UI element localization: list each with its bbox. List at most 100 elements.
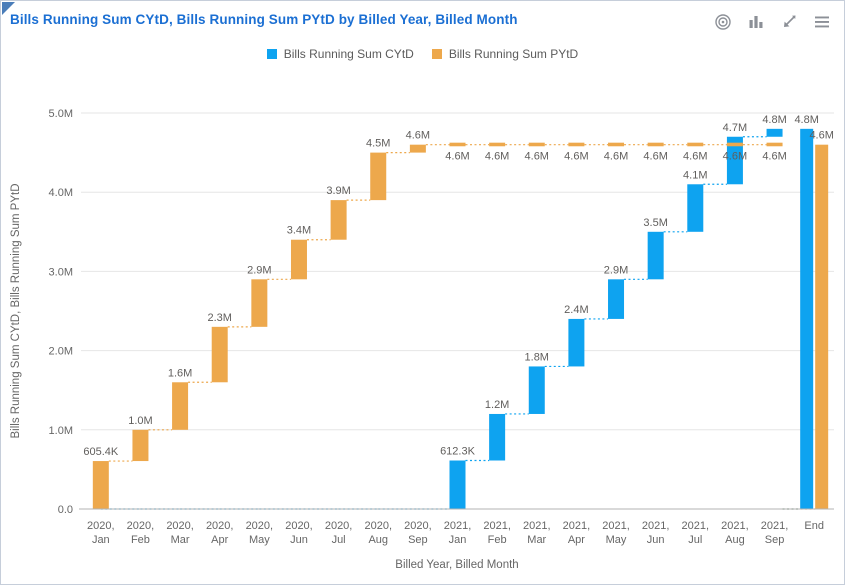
data-label: 1.8M <box>525 351 549 363</box>
x-tick-label: 2020, <box>285 520 313 532</box>
legend-item-cytd[interactable]: Bills Running Sum CYtD <box>266 47 414 61</box>
collapse-arrows-icon[interactable] <box>779 12 799 32</box>
x-tick-label: May <box>249 534 270 546</box>
waterfall-flat-mark-pytd[interactable] <box>608 142 625 147</box>
bar-chart-icon[interactable] <box>746 12 766 32</box>
waterfall-flat-mark-pytd[interactable] <box>726 142 743 147</box>
waterfall-flat-mark-pytd[interactable] <box>528 142 545 147</box>
waterfall-flat-mark-pytd[interactable] <box>647 142 664 147</box>
x-tick-label: May <box>606 534 627 546</box>
y-tick-label: 4.0M <box>49 187 73 199</box>
x-tick-label: 2020, <box>246 520 274 532</box>
legend-item-pytd[interactable]: Bills Running Sum PYtD <box>431 47 579 61</box>
waterfall-bar-pytd[interactable] <box>251 279 268 327</box>
x-axis-title: Billed Year, Billed Month <box>395 559 518 571</box>
waterfall-bar-cytd[interactable] <box>449 460 466 509</box>
x-tick-label: 2021, <box>682 520 710 532</box>
waterfall-bar-cytd[interactable] <box>647 231 664 280</box>
x-tick-label: 2021, <box>444 520 472 532</box>
waterfall-flat-mark-pytd[interactable] <box>568 142 585 147</box>
data-label: 3.4M <box>287 225 311 237</box>
data-label: 4.6M <box>643 151 667 163</box>
data-label: 4.5M <box>366 138 390 150</box>
data-label: 4.6M <box>445 151 469 163</box>
data-label: 4.6M <box>525 151 549 163</box>
visual-title: Bills Running Sum CYtD, Bills Running Su… <box>10 12 518 27</box>
data-label: 612.3K <box>440 446 476 458</box>
waterfall-bars <box>92 128 829 509</box>
x-tick-label: 2021, <box>563 520 591 532</box>
x-tick-label: Aug <box>368 534 388 546</box>
x-tick-label: Jul <box>332 534 346 546</box>
waterfall-bar-cytd[interactable] <box>568 318 585 367</box>
data-labels: 612.3K 1.2M 1.8M 2.4M 2.9M 3.5M 4.1M 4.7M 4.8M 4.… <box>83 114 834 458</box>
waterfall-bar-cytd[interactable] <box>766 128 783 137</box>
data-label: 4.6M <box>604 151 628 163</box>
visual-toolbar <box>713 12 832 32</box>
x-tick-label: Feb <box>131 534 150 546</box>
x-tick-label: Apr <box>568 534 585 546</box>
waterfall-bar-pytd[interactable] <box>409 144 426 153</box>
target-icon[interactable] <box>713 12 733 32</box>
visual-header: Bills Running Sum CYtD, Bills Running Su… <box>10 11 714 29</box>
y-axis-title: Bills Running Sum CYtD, Bills Running Su… <box>10 183 22 438</box>
data-label: 4.6M <box>485 151 509 163</box>
data-label: 2.4M <box>564 304 588 316</box>
x-tick-label: Jun <box>290 534 308 546</box>
legend-swatch <box>266 49 277 59</box>
chart-legend: Bills Running Sum CYtD Bills Running Sum… <box>1 47 844 61</box>
waterfall-bar-cytd[interactable] <box>726 136 743 185</box>
data-label: 4.6M <box>406 130 430 142</box>
x-tick-label: Feb <box>488 534 507 546</box>
corner-resize-handle <box>2 2 15 15</box>
waterfall-flat-mark-pytd[interactable] <box>687 142 704 147</box>
hamburger-menu-icon[interactable] <box>812 12 832 32</box>
x-tick-label: Aug <box>725 534 745 546</box>
data-label: 4.6M <box>762 151 786 163</box>
data-label: 2.9M <box>247 264 271 276</box>
data-label: 1.2M <box>485 399 509 411</box>
x-tick-label: 2020, <box>166 520 194 532</box>
x-tick-label: End <box>804 520 824 532</box>
data-label: 4.6M <box>564 151 588 163</box>
waterfall-flat-mark-pytd[interactable] <box>449 142 466 147</box>
waterfall-bar-cytd[interactable] <box>800 128 814 509</box>
data-label: 4.6M <box>683 151 707 163</box>
x-tick-label: 2021, <box>523 520 551 532</box>
x-tick-label: Jan <box>449 534 467 546</box>
waterfall-flat-mark-pytd[interactable] <box>489 142 506 147</box>
waterfall-bar-cytd[interactable] <box>489 413 506 461</box>
waterfall-bar-pytd[interactable] <box>211 326 228 383</box>
y-tick-label: 2.0M <box>49 346 73 358</box>
x-tick-label: Jun <box>647 534 665 546</box>
data-label: 3.9M <box>326 185 350 197</box>
x-tick-label: 2021, <box>642 520 670 532</box>
waterfall-bar-pytd[interactable] <box>370 152 387 201</box>
legend-swatch <box>431 49 442 59</box>
legend-label: Bills Running Sum PYtD <box>448 47 579 61</box>
waterfall-bar-pytd[interactable] <box>132 429 149 462</box>
x-tick-label: Apr <box>211 534 228 546</box>
waterfall-bar-pytd[interactable] <box>815 144 829 509</box>
x-tick-label: 2020, <box>87 520 115 532</box>
waterfall-bar-cytd[interactable] <box>687 184 704 232</box>
data-label: 605.4K <box>83 446 119 458</box>
data-label: 1.6M <box>168 367 192 379</box>
waterfall-bar-cytd[interactable] <box>528 366 545 414</box>
waterfall-bar-pytd[interactable] <box>92 461 109 509</box>
y-tick-label: 1.0M <box>49 425 73 437</box>
x-tick-label: Jan <box>92 534 110 546</box>
data-label: 4.1M <box>683 169 707 181</box>
x-tick-label: 2020, <box>325 520 353 532</box>
waterfall-bar-pytd[interactable] <box>172 382 189 430</box>
data-label: 3.5M <box>643 217 667 229</box>
y-tick-label: 5.0M <box>49 108 73 120</box>
waterfall-chart: 0.0 1.0M 2.0M 3.0M 4.0M 5.0M 2020, Jan 2020, Feb 2… <box>10 108 834 571</box>
waterfall-bar-cytd[interactable] <box>608 279 625 319</box>
waterfall-flat-mark-pytd[interactable] <box>766 142 783 147</box>
waterfall-bar-pytd[interactable] <box>330 200 347 240</box>
data-label: 1.0M <box>128 415 152 427</box>
data-label: 2.3M <box>207 312 231 324</box>
waterfall-bar-pytd[interactable] <box>290 239 307 280</box>
